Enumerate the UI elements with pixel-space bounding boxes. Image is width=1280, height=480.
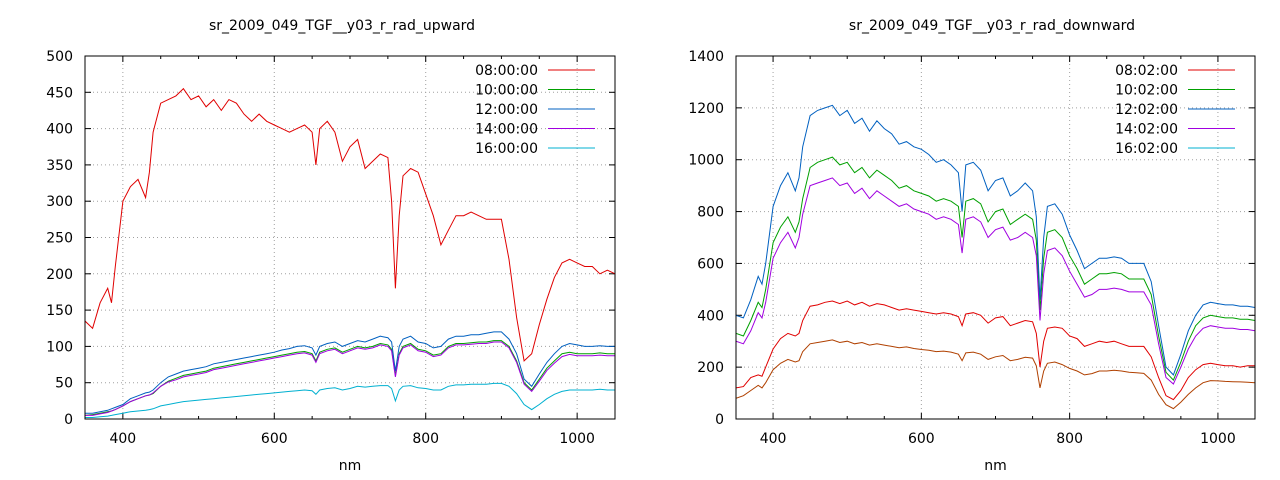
- y-tick-label: 400: [46, 122, 73, 138]
- y-tick-label: 1000: [688, 153, 724, 169]
- y-tick-label: 50: [55, 376, 73, 392]
- plot-frame: [84, 55, 616, 420]
- x-axis-label: nm: [339, 458, 362, 474]
- series-line-5: [85, 382, 615, 418]
- y-tick-label: 500: [46, 49, 73, 65]
- x-tick-label: 1000: [1200, 431, 1236, 447]
- series-line-4: [736, 177, 1255, 385]
- legend-label: 10:00:00: [475, 83, 538, 99]
- series-line-1: [736, 300, 1255, 401]
- y-tick-label: 0: [715, 412, 724, 428]
- series-line-3: [736, 104, 1255, 376]
- legend-label: 10:02:00: [1115, 83, 1178, 99]
- y-tick-label: 1200: [688, 101, 724, 117]
- x-tick-label: 1000: [559, 431, 595, 447]
- y-tick-label: 350: [46, 158, 73, 174]
- y-tick-label: 200: [46, 267, 73, 283]
- y-tick-label: 450: [46, 85, 73, 101]
- chart-panel-2: sr_2009_049_TGF__y03_r_rad_downward 0 200 4…: [688, 18, 1256, 474]
- plot-frame: [735, 55, 1256, 420]
- chart-title: sr_2009_049_TGF__y03_r_rad_upward: [209, 18, 475, 34]
- series-group: [736, 104, 1255, 419]
- legend-label: 12:02:00: [1115, 102, 1178, 118]
- series-line-1: [85, 87, 615, 362]
- legend-label: 08:02:00: [1115, 63, 1178, 79]
- legend-label: 14:02:00: [1115, 122, 1178, 138]
- series-line-4: [85, 341, 615, 416]
- y-tick-label: 150: [46, 303, 73, 319]
- y-tick-label: 0: [64, 412, 73, 428]
- series-line-2: [85, 340, 615, 416]
- legend-label: 16:00:00: [475, 141, 538, 157]
- y-tick-label: 200: [697, 360, 724, 376]
- x-tick-label: 400: [760, 431, 787, 447]
- x-tick-label: 400: [109, 431, 136, 447]
- series-line-2: [736, 156, 1255, 382]
- x-tick-label: 800: [1056, 431, 1083, 447]
- chart-title: sr_2009_049_TGF__y03_r_rad_downward: [849, 18, 1135, 34]
- y-tick-label: 100: [46, 339, 73, 355]
- x-tick-label: 600: [261, 431, 288, 447]
- x-tick-label: 600: [908, 431, 935, 447]
- y-tick-label: 300: [46, 194, 73, 210]
- x-axis-label: nm: [984, 458, 1007, 474]
- chart-panel-1: sr_2009_049_TGF__y03_r_rad_upward 0 50 100 1…: [46, 18, 616, 474]
- series-line-3: [85, 331, 615, 414]
- legend-label: 08:00:00: [475, 63, 538, 79]
- series-group: [85, 87, 615, 418]
- x-tick-label: 800: [412, 431, 439, 447]
- y-tick-label: 250: [46, 231, 73, 247]
- y-tick-label: 400: [697, 308, 724, 324]
- series-line-6: [736, 339, 1255, 410]
- y-tick-label: 1400: [688, 49, 724, 65]
- y-tick-label: 800: [697, 205, 724, 221]
- legend-label: 12:00:00: [475, 102, 538, 118]
- legend-label: 14:00:00: [475, 122, 538, 138]
- legend-label: 16:02:00: [1115, 141, 1178, 157]
- y-tick-label: 600: [697, 256, 724, 272]
